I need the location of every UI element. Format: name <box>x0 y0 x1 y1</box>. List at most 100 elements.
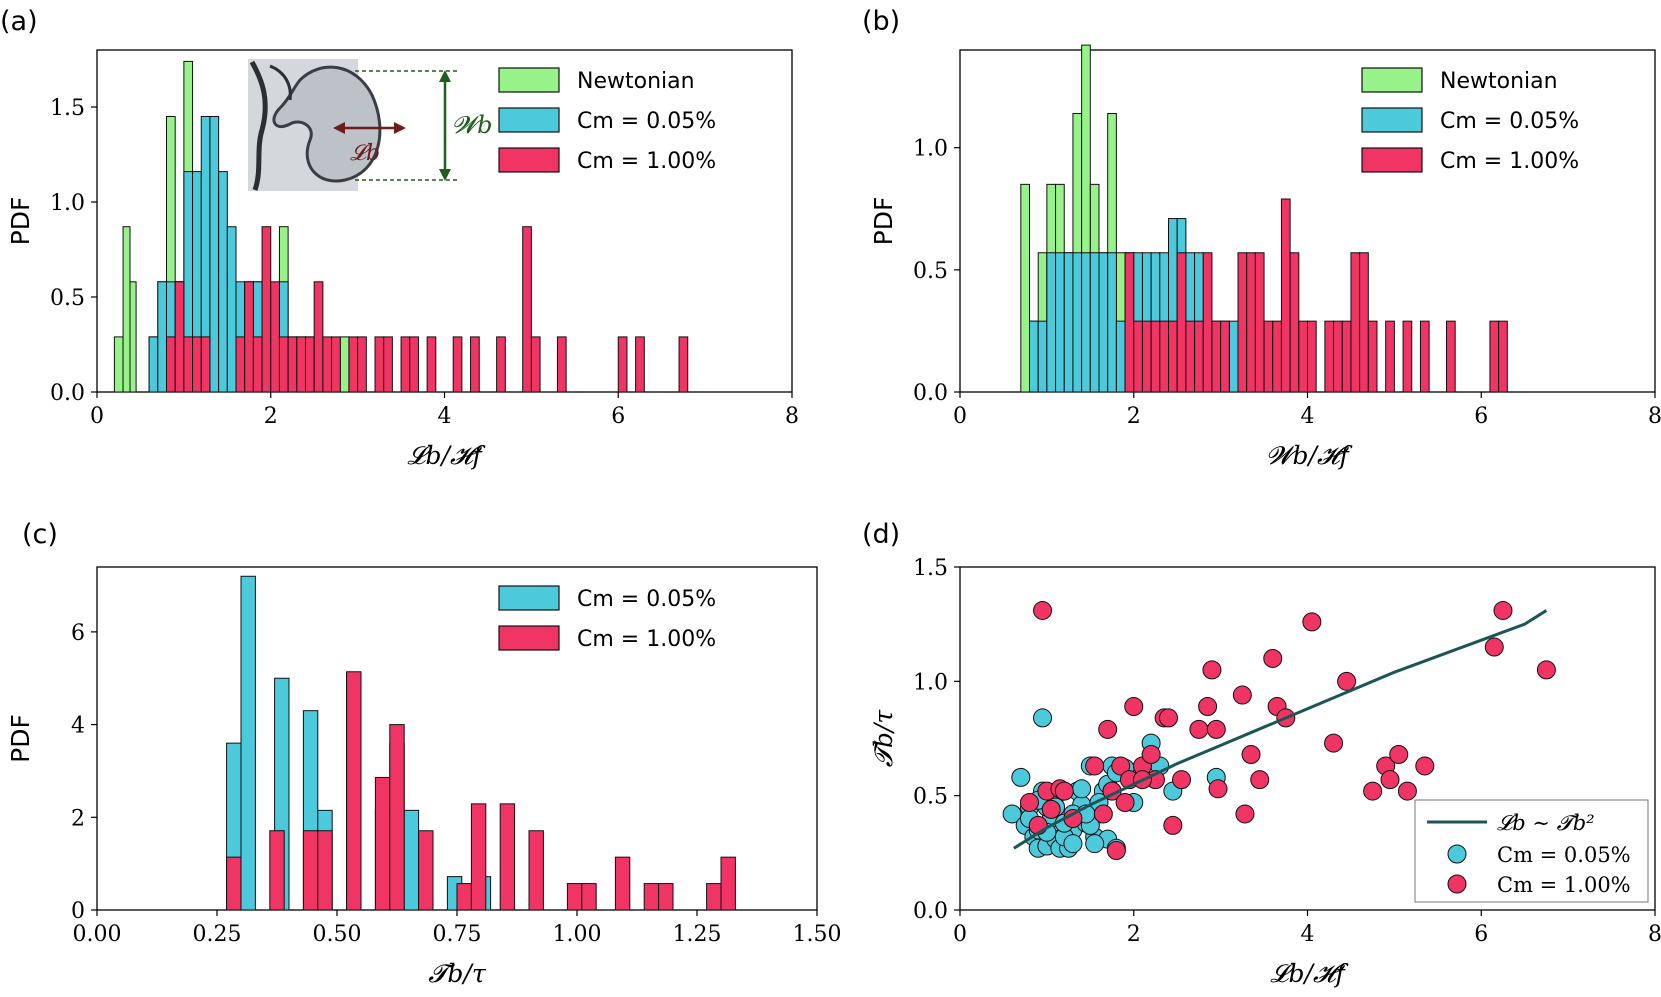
bar-c-s0-8 <box>403 809 420 911</box>
x-tick-label-d-2: 4 <box>1301 922 1315 947</box>
bar-b-s2-11 <box>1220 320 1230 393</box>
bar-b-s1-5 <box>1072 252 1083 393</box>
legend-label-d-0: Cm = 0.05% <box>1497 843 1631 867</box>
point-d-s1-24 <box>1202 660 1222 680</box>
x-tick-label-a-2: 4 <box>438 404 452 429</box>
x-tick-label-c-0: 0.00 <box>73 922 122 947</box>
point-d-s1-19 <box>1159 708 1178 728</box>
bar-b-s2-19 <box>1298 320 1308 393</box>
bar-c-s1-8 <box>456 883 472 911</box>
y-tick-label-d-0: 0.0 <box>913 899 948 924</box>
bar-a-s2-18 <box>357 336 367 393</box>
point-d-s1-40 <box>1389 745 1409 765</box>
panel-c: 0.00 0.25 0.50 0.75 1.00 1.25 1.50 0 2 4 6 𝓣b/τ PDF C… <box>6 566 841 988</box>
panel-d: 0 2 4 6 8 0.0 0.5 1.0 1.5 𝓛b/𝓗f 𝓣b/τ 𝓛b ∼ 𝓣b² Cm = 0… <box>869 556 1661 988</box>
bar-a-s2-20 <box>383 336 393 393</box>
bar-b-s1-4 <box>1063 252 1074 393</box>
point-d-s1-41 <box>1397 781 1417 801</box>
bar-c-s1-12 <box>566 883 583 911</box>
point-d-s1-29 <box>1241 745 1261 765</box>
x-tick-label-d-1: 2 <box>1127 922 1141 947</box>
y-tick-label-c-1: 2 <box>71 806 85 831</box>
legend-swatch-b-0 <box>1361 67 1423 93</box>
bar-a-s2-15 <box>322 336 333 393</box>
bar-b-s2-0 <box>1124 252 1135 393</box>
bar-a-s2-29 <box>556 336 567 393</box>
point-d-s0-49 <box>1085 834 1105 854</box>
bar-b-s2-27 <box>1385 320 1395 393</box>
inset-bubble-shape <box>272 65 382 183</box>
bar-b-s2-21 <box>1324 320 1335 393</box>
bar-a-s2-31 <box>635 336 645 393</box>
point-d-s1-31 <box>1263 648 1283 668</box>
bar-a-s2-1 <box>174 281 185 393</box>
inset-length-arrowhead-left <box>333 122 345 134</box>
legend-label-a-2: Cm = 1.00% <box>577 149 716 174</box>
bar-a-s1-0 <box>148 336 159 393</box>
point-d-s1-14 <box>1124 696 1144 716</box>
x-tick-label-d-0: 0 <box>953 922 967 947</box>
bar-a-s0-1 <box>122 226 131 393</box>
bar-c-s1-6 <box>389 724 405 911</box>
point-d-s1-39 <box>1380 770 1400 790</box>
x-tick-label-c-2: 0.50 <box>313 922 362 947</box>
y-tick-label-b-1: 0.5 <box>913 259 948 284</box>
y-tick-label-b-2: 1.0 <box>913 137 948 162</box>
x-axis-label-c: 𝓣b/τ <box>428 959 487 988</box>
point-d-s1-49 <box>1093 804 1113 824</box>
x-tick-label-a-1: 2 <box>264 404 278 429</box>
point-d-s1-20 <box>1163 815 1183 835</box>
y-tick-label-d-3: 1.5 <box>913 556 948 581</box>
bar-b-s2-28 <box>1402 320 1413 393</box>
bar-c-s1-9 <box>470 803 487 911</box>
bar-a-s1-9 <box>226 226 237 393</box>
point-d-s0-1 <box>1011 767 1031 787</box>
point-d-s1-9 <box>1098 719 1118 739</box>
bar-b-s2-30 <box>1446 320 1456 393</box>
point-d-s1-0 <box>1033 600 1053 620</box>
x-axis-label-a: 𝓛b/𝓗f <box>407 441 485 470</box>
bar-a-s2-10 <box>278 336 289 393</box>
legend-marker-d-0 <box>1447 844 1467 864</box>
inset-width-arrowhead-bottom <box>439 169 451 181</box>
y-axis-label-c: PDF <box>6 714 35 763</box>
bar-a-s2-9 <box>270 281 280 393</box>
legend-label-a-1: Cm = 0.05% <box>577 109 716 134</box>
bar-c-s1-5 <box>374 776 391 911</box>
bar-b-s1-10 <box>1115 320 1126 393</box>
bar-a-s0-0 <box>113 336 124 393</box>
legend-label-a-0: Newtonian <box>577 69 695 94</box>
point-d-s1-37 <box>1363 781 1383 801</box>
fit-line-d <box>1013 609 1548 850</box>
panel-label-b: (b) <box>862 6 900 37</box>
point-d-s1-35 <box>1324 733 1344 753</box>
y-axis-label-a: PDF <box>6 197 35 246</box>
x-axis-label-d: 𝓛b/𝓗f <box>1270 959 1348 988</box>
bar-a-s2-7 <box>252 336 263 393</box>
inset-width-label: 𝓦b <box>452 111 493 139</box>
bar-c-s0-1 <box>240 575 256 911</box>
point-d-s1-27 <box>1232 685 1252 705</box>
bar-a-s2-12 <box>296 336 306 393</box>
legend-swatch-a-1 <box>498 107 560 133</box>
bar-b-s2-18 <box>1289 252 1300 393</box>
panel-label-c: (c) <box>22 519 58 550</box>
bar-a-s2-14 <box>313 281 324 393</box>
point-d-s1-43 <box>1484 637 1504 657</box>
point-d-s1-8 <box>1085 756 1105 776</box>
x-tick-label-d-3: 6 <box>1474 922 1488 947</box>
y-tick-label-c-2: 4 <box>71 714 85 739</box>
bar-b-s2-8 <box>1194 320 1204 393</box>
legend-swatch-b-2 <box>1361 147 1423 173</box>
panel-b: 0 2 4 6 8 0.0 0.5 1.0 𝓦b/𝓗f PDF Newtonian Cm = 0.05… <box>869 44 1661 470</box>
inset-filament-2 <box>269 64 292 101</box>
point-d-s1-26 <box>1208 779 1228 799</box>
bar-b-s1-9 <box>1107 252 1117 393</box>
panel-a: 0 2 4 6 8 0.0 0.5 1.0 1.5 𝓛b/𝓗f PDF Newtonian Cm = 0… <box>6 49 799 470</box>
inset-filament <box>249 60 268 191</box>
legend-label-b-0: Newtonian <box>1440 69 1558 94</box>
panel-label-d: (d) <box>862 519 900 550</box>
bar-b-s2-25 <box>1359 252 1369 393</box>
bar-b-s2-32 <box>1498 320 1508 393</box>
bar-c-s1-3 <box>317 830 333 911</box>
